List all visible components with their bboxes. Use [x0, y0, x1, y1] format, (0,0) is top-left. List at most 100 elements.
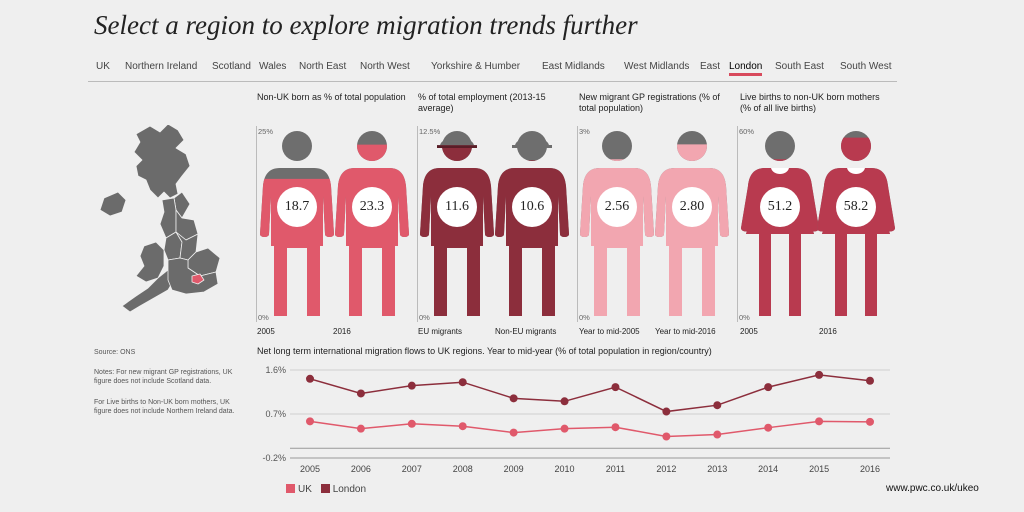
panel-4-cat-2016: 2016 [819, 327, 837, 336]
map-region-london[interactable] [191, 273, 205, 285]
data-point-london[interactable] [866, 376, 874, 385]
legend-london-label: London [332, 484, 367, 495]
panel-2-max-label: 12.5% [419, 127, 441, 136]
data-point-uk[interactable] [306, 417, 314, 426]
panel-1-cat-2016: 2016 [333, 327, 351, 336]
panel-4-title: Live births to non-UK born mothers (% of… [740, 92, 880, 113]
y-tick-label: -0.2% [262, 453, 286, 463]
chart-legend: UK London [286, 484, 372, 495]
data-point-london[interactable] [713, 401, 722, 410]
panel-2-axis [417, 126, 418, 322]
y-tick-label: 1.6% [265, 365, 286, 375]
legend-london[interactable]: London [320, 484, 367, 495]
data-point-uk[interactable] [458, 422, 467, 431]
panel-1-cat-2005: 2005 [257, 327, 275, 336]
data-point-london[interactable] [560, 397, 569, 406]
panel-3-min-label: 0% [579, 313, 590, 322]
data-point-london[interactable] [815, 370, 824, 379]
series-line-uk [309, 420, 871, 438]
x-tick-label: 2011 [606, 464, 625, 474]
panel-3-axis [577, 126, 578, 322]
data-point-uk[interactable] [713, 430, 722, 439]
panel-1-value-2016: 23.3 [352, 187, 392, 227]
panel-1-min-label: 0% [258, 313, 269, 322]
tab-south-east[interactable]: South East [775, 61, 824, 72]
legend-uk-swatch [286, 484, 295, 493]
tab-north-west[interactable]: North West [360, 61, 410, 72]
x-tick-label: 2005 [300, 464, 320, 474]
data-point-london[interactable] [509, 394, 518, 403]
panel-2-min-label: 0% [419, 313, 430, 322]
tab-east[interactable]: East [700, 61, 721, 72]
data-point-uk[interactable] [815, 417, 824, 426]
panel-3-max-label: 3% [579, 127, 590, 136]
panel-4-value-2016: 58.2 [836, 187, 876, 227]
page-title: Select a region to explore migration tre… [94, 10, 638, 40]
data-point-uk[interactable] [866, 417, 874, 426]
data-point-uk[interactable] [764, 423, 773, 432]
note-births: For Live births to Non-UK born mothers, … [94, 399, 235, 415]
panel-1-title: Non-UK born as % of total population [257, 92, 406, 102]
data-point-london[interactable] [458, 378, 467, 387]
data-point-london[interactable] [764, 383, 773, 392]
data-point-uk[interactable] [611, 423, 620, 432]
tab-east-midlands[interactable]: East Midlands [542, 61, 605, 72]
uk-map-icon [99, 123, 221, 313]
tab-uk[interactable]: UK [96, 61, 110, 72]
data-point-london[interactable] [611, 383, 620, 392]
panel-3-title: New migrant GP registrations (% of total… [579, 92, 720, 113]
panel-4-axis [737, 126, 738, 322]
tab-scotland[interactable]: Scotland [212, 61, 251, 72]
panel-3-cat-2016: Year to mid-2016 [655, 327, 716, 336]
tab-west-midlands[interactable]: West Midlands [624, 61, 690, 72]
panel-2-cat-non-eu: Non-EU migrants [495, 327, 557, 336]
map-region-scotland[interactable] [133, 123, 191, 199]
panel-4-value-2005: 51.2 [760, 187, 800, 227]
data-point-uk[interactable] [662, 432, 671, 441]
data-point-london[interactable] [662, 407, 671, 416]
x-tick-label: 2010 [555, 464, 575, 474]
data-point-london[interactable] [356, 389, 365, 398]
panel-4-min-label: 0% [739, 313, 750, 322]
panel-2-value-eu: 11.6 [437, 187, 477, 227]
line-chart: 1.6% 0.7% -0.2% 2005 2006 2007 2008 2009 2010 201… [262, 365, 890, 474]
x-tick-label: 2008 [453, 464, 473, 474]
x-tick-label: 2006 [351, 464, 371, 474]
region-tabs: UK Northern Ireland Scotland Wales North… [0, 60, 1024, 84]
y-tick-label: 0.7% [265, 409, 286, 419]
tab-yorkshire[interactable]: Yorkshire & Humber [431, 61, 521, 72]
tab-north-east[interactable]: North East [299, 61, 347, 72]
footer-url[interactable]: www.pwc.co.uk/ukeo [886, 483, 979, 494]
tab-south-west[interactable]: South West [840, 61, 892, 72]
data-point-london[interactable] [407, 381, 416, 390]
x-tick-label: 2014 [758, 464, 778, 474]
map-region-northern-ireland[interactable] [99, 191, 127, 217]
data-point-uk[interactable] [509, 428, 518, 437]
x-tick-label: 2009 [504, 464, 524, 474]
x-tick-label: 2015 [809, 464, 829, 474]
panel-4-max-label: 60% [739, 127, 755, 136]
data-point-uk[interactable] [407, 419, 416, 428]
x-tick-label: 2012 [656, 464, 676, 474]
map-region-north-west[interactable] [159, 197, 177, 239]
x-tick-label: 2016 [860, 464, 880, 474]
legend-uk[interactable]: UK [286, 484, 312, 495]
x-tick-label: 2007 [402, 464, 422, 474]
tab-northern-ireland[interactable]: Northern Ireland [125, 61, 198, 72]
data-point-uk[interactable] [560, 424, 569, 433]
legend-london-swatch [320, 484, 330, 493]
x-tick-label: 2013 [707, 464, 727, 474]
line-chart-title: Net long term international migration fl… [257, 346, 712, 356]
source-note: Source: ONS [94, 349, 136, 356]
panel-2-title: % of total employment (2013-15 average) [418, 92, 546, 113]
panel-1-max-label: 25% [258, 127, 274, 136]
tab-london[interactable]: London [729, 60, 763, 76]
data-point-london[interactable] [306, 374, 314, 383]
data-point-uk[interactable] [356, 424, 365, 433]
map-region-wales[interactable] [135, 241, 165, 283]
note-gp: Notes: For new migrant GP registrations,… [94, 369, 233, 385]
panel-2-cat-eu: EU migrants [418, 327, 463, 336]
panel-3-cat-2005: Year to mid-2005 [579, 327, 640, 336]
tab-wales[interactable]: Wales [259, 61, 287, 72]
series-line-london [309, 374, 871, 413]
